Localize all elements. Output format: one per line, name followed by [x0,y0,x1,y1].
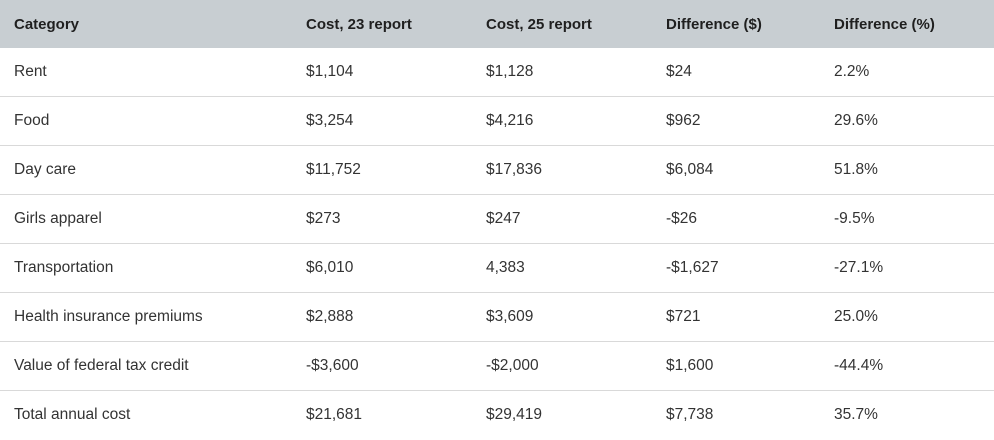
table-row-total: Total annual cost $21,681 $29,419 $7,738… [0,391,994,440]
header-difference-percent: Difference (%) [834,15,935,33]
cell-cost-25: $29,419 [486,406,543,423]
table-row: Day care $11,752 $17,836 $6,084 51.8% [0,145,994,195]
cell-cost-25: 4,383 [472,243,652,293]
cell-category: Value of federal tax credit [0,341,292,391]
cell-difference-dollars: $24 [652,48,820,97]
cell-difference-dollars: $962 [652,96,820,146]
cell-cost-25: $4,216 [472,96,652,146]
cell-cost-25: $247 [472,194,652,244]
cell-difference-percent: 51.8% [820,145,994,195]
cell-category: Rent [0,48,292,97]
table-row: Food $3,254 $4,216 $962 29.6% [0,96,994,146]
cell-difference-percent: 35.7% [834,406,878,423]
header-category: Category [14,15,80,33]
cell-category: Total annual cost [14,406,131,423]
cell-difference-percent: 2.2% [820,48,994,97]
cell-cost-23: $1,104 [292,48,472,97]
cell-cost-23: $273 [292,194,472,244]
cell-difference-percent: 29.6% [820,96,994,146]
cell-difference-dollars: $1,600 [652,341,820,391]
cell-difference-percent: -27.1% [820,243,994,293]
header-cost-23-report: Cost, 23 report [306,15,412,33]
cell-difference-dollars: $721 [652,292,820,342]
table-body: Rent $1,104 $1,128 $24 2.2% Food $3,254 … [0,48,994,439]
header-cost-25-report: Cost, 25 report [486,15,592,33]
table-row: Value of federal tax credit -$3,600 -$2,… [0,341,994,391]
cell-difference-dollars: -$26 [652,194,820,244]
header-row: Category Cost, 23 report Cost, 25 report… [0,0,994,48]
cell-category: Transportation [0,243,292,293]
cell-difference-dollars: $7,738 [666,406,714,423]
cell-category: Health insurance premiums [0,292,292,342]
table-row: Transportation $6,010 4,383 -$1,627 -27.… [0,243,994,293]
cell-cost-23: $6,010 [292,243,472,293]
table-header: Category Cost, 23 report Cost, 25 report… [0,0,994,48]
cell-cost-23: $11,752 [292,145,472,195]
cell-cost-23: $3,254 [292,96,472,146]
cell-difference-percent: -44.4% [820,341,994,391]
cell-cost-23: $2,888 [292,292,472,342]
cell-difference-percent: -9.5% [820,194,994,244]
header-difference-dollars: Difference ($) [666,15,762,33]
cell-cost-25: $3,609 [472,292,652,342]
cell-category: Day care [0,145,292,195]
cell-cost-23: $21,681 [306,406,363,423]
cell-cost-23: -$3,600 [292,341,472,391]
cell-cost-25: $17,836 [472,145,652,195]
table-row: Girls apparel $273 $247 -$26 -9.5% [0,194,994,244]
cell-category: Girls apparel [0,194,292,244]
table-row: Rent $1,104 $1,128 $24 2.2% [0,48,994,97]
cell-difference-dollars: -$1,627 [652,243,820,293]
cell-difference-percent: 25.0% [820,292,994,342]
cell-cost-25: -$2,000 [472,341,652,391]
table-row: Health insurance premiums $2,888 $3,609 … [0,292,994,342]
cell-difference-dollars: $6,084 [652,145,820,195]
cell-cost-25: $1,128 [472,48,652,97]
cell-category: Food [0,96,292,146]
